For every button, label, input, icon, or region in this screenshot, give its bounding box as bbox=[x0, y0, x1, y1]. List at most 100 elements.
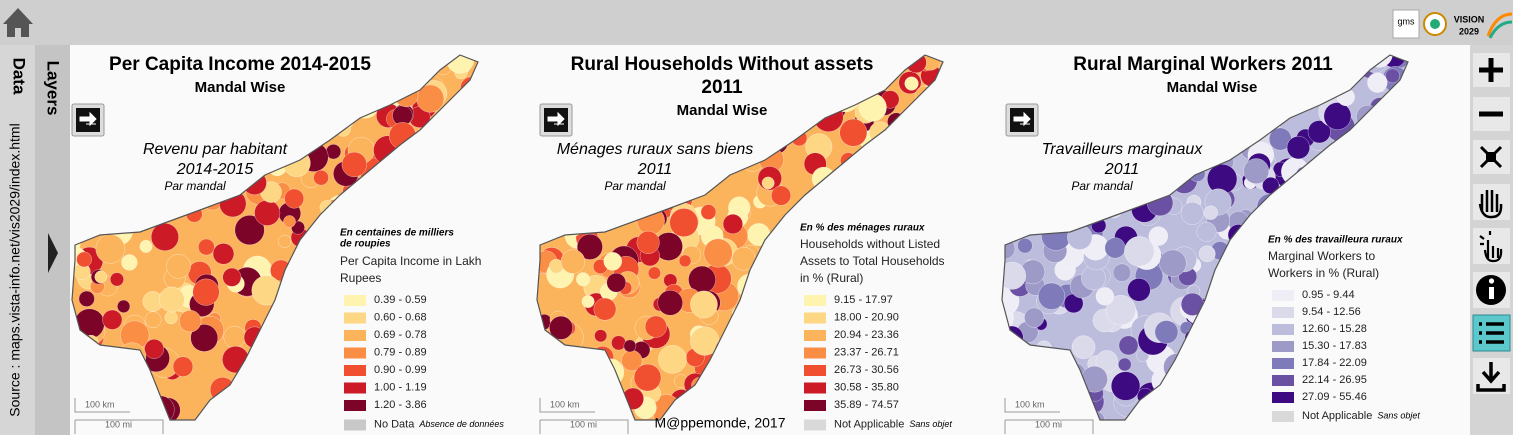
mandal bbox=[606, 272, 626, 293]
french-title: Revenu par habitant bbox=[143, 141, 288, 158]
mandal bbox=[283, 215, 296, 228]
legend-label: 35.89 - 74.57 bbox=[834, 399, 899, 411]
mandal bbox=[1024, 307, 1045, 328]
legend-label: 22.14 - 26.95 bbox=[1302, 374, 1367, 386]
mandal bbox=[703, 238, 733, 268]
legend-label: 0.39 - 0.59 bbox=[374, 294, 427, 306]
mandal bbox=[1180, 201, 1204, 225]
legend-button[interactable] bbox=[1472, 314, 1511, 352]
mandal bbox=[1104, 237, 1126, 259]
layers-tab[interactable] bbox=[35, 45, 70, 435]
info-button[interactable] bbox=[1473, 272, 1510, 308]
legend-label: 17.84 - 22.09 bbox=[1302, 357, 1367, 369]
legend-label: No Data bbox=[374, 418, 415, 430]
swap-icon bbox=[1013, 111, 1031, 127]
par-mandal: Par mandal bbox=[604, 179, 666, 193]
mandal bbox=[1002, 261, 1026, 290]
mandal bbox=[278, 234, 292, 248]
french-title: 2011 bbox=[1104, 161, 1139, 178]
legend-label: 0.79 - 0.89 bbox=[374, 346, 427, 358]
data-tab-label[interactable]: Data bbox=[10, 58, 29, 95]
mandal bbox=[198, 238, 215, 256]
mandal bbox=[1385, 68, 1400, 84]
legend-swatch bbox=[344, 312, 366, 324]
expand-arrow[interactable] bbox=[48, 233, 58, 273]
mandal bbox=[657, 290, 683, 316]
legend-swatch bbox=[1272, 375, 1294, 386]
legend-swatch bbox=[804, 330, 826, 341]
data-tab[interactable] bbox=[0, 45, 35, 435]
layers-tab-label[interactable]: Layers bbox=[44, 61, 63, 116]
legend-label: Not Applicable bbox=[1302, 410, 1372, 422]
mandal bbox=[576, 272, 591, 287]
swap-icon bbox=[79, 111, 97, 127]
mandal bbox=[1243, 158, 1270, 184]
mandal bbox=[1323, 102, 1352, 130]
legend-label: 0.69 - 0.78 bbox=[374, 329, 427, 341]
mandal bbox=[603, 252, 622, 271]
legend-swatch bbox=[1272, 358, 1294, 369]
mandal bbox=[1112, 263, 1131, 282]
legend-title: Rupees bbox=[340, 271, 381, 285]
mandal bbox=[1198, 245, 1216, 263]
mandal bbox=[164, 311, 178, 325]
mandal bbox=[1118, 357, 1132, 372]
mandal bbox=[1095, 350, 1118, 373]
legend-swatch bbox=[804, 419, 826, 431]
mandal bbox=[700, 204, 717, 220]
scale-mi: 100 mi bbox=[1035, 419, 1062, 429]
mandal bbox=[95, 234, 125, 264]
legend-swatch bbox=[344, 347, 366, 359]
legend-title: Assets to Total Households bbox=[800, 254, 945, 268]
mandal bbox=[1105, 295, 1136, 326]
mandal bbox=[1154, 320, 1179, 344]
identify-tool[interactable] bbox=[1473, 228, 1510, 264]
swap-icon bbox=[547, 111, 565, 127]
mandal bbox=[1124, 236, 1155, 267]
unit-note: En % des travailleura ruraux bbox=[1268, 235, 1403, 246]
scale-bar-mi bbox=[74, 419, 164, 434]
french-title: 2011 bbox=[637, 161, 672, 178]
mandal bbox=[144, 311, 162, 328]
legend-label: 12.60 - 15.28 bbox=[1302, 323, 1367, 335]
legend-swatch bbox=[344, 400, 366, 411]
map-title: Rural Households Without assets bbox=[571, 54, 874, 75]
mandal bbox=[1367, 72, 1388, 93]
map-title: Per Capita Income 2014-2015 bbox=[109, 54, 371, 75]
legend-label-fr: Sans objet bbox=[1377, 410, 1420, 420]
credit: M@ppemonde, 2017 bbox=[655, 415, 786, 431]
par-mandal: Par mandal bbox=[164, 179, 226, 193]
legend-title: Workers in % (Rural) bbox=[1268, 266, 1379, 280]
mandal bbox=[904, 76, 919, 91]
scale-mi: 100 mi bbox=[105, 419, 132, 429]
legend-label: 18.00 - 20.90 bbox=[834, 311, 899, 323]
mandal bbox=[560, 249, 586, 274]
mandal bbox=[761, 176, 775, 190]
home-button[interactable] bbox=[3, 8, 33, 37]
unit-note: En centaines de milliers bbox=[340, 228, 454, 239]
mandal bbox=[172, 356, 194, 377]
map-area bbox=[70, 45, 1470, 435]
pan-tool[interactable] bbox=[1473, 184, 1510, 220]
mandal bbox=[234, 215, 265, 246]
mandal bbox=[1196, 222, 1217, 242]
legend-label: 20.94 - 23.36 bbox=[834, 329, 899, 341]
legend-swatch bbox=[804, 312, 826, 324]
full-extent[interactable] bbox=[1473, 140, 1510, 174]
mandal bbox=[647, 266, 661, 280]
zoom-out[interactable] bbox=[1473, 97, 1510, 131]
legend-label: 9.15 - 17.97 bbox=[834, 294, 893, 306]
legend-label: Not Applicable bbox=[834, 418, 904, 430]
unit-note: de roupies bbox=[340, 239, 391, 250]
source-label: Source : maps.vista-info.net/vis2029/ind… bbox=[7, 123, 23, 416]
top-bar bbox=[0, 0, 1513, 45]
zoom-in[interactable] bbox=[1473, 53, 1510, 87]
mandal bbox=[179, 310, 202, 333]
mandal bbox=[151, 223, 179, 251]
par-mandal: Par mandal bbox=[1071, 179, 1133, 193]
download-button[interactable] bbox=[1473, 358, 1510, 394]
mandal bbox=[144, 339, 164, 359]
mandal bbox=[549, 315, 573, 340]
legend-label: 26.73 - 30.56 bbox=[834, 364, 899, 376]
legend-swatch bbox=[344, 365, 366, 376]
